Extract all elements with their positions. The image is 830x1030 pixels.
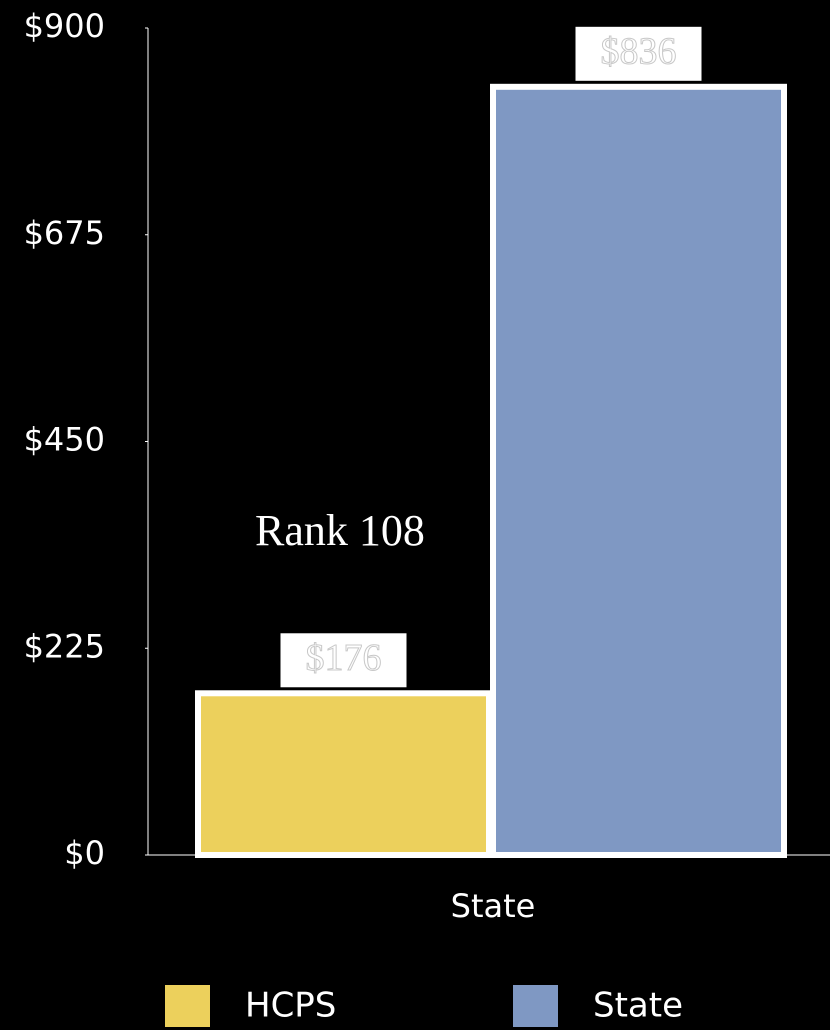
bar xyxy=(490,83,787,858)
legend-swatch xyxy=(165,985,210,1027)
value-label: $176 xyxy=(306,637,382,679)
y-tick-label: $450 xyxy=(24,421,105,459)
y-tick-label: $675 xyxy=(24,214,105,252)
bar xyxy=(195,690,492,859)
annotation: Rank 108 xyxy=(255,506,425,555)
value-label: $836 xyxy=(601,31,677,73)
value-label-box xyxy=(280,633,407,688)
legend-label: HCPS xyxy=(245,986,336,1026)
x-tick-label: State xyxy=(451,887,536,925)
y-tick-label: $0 xyxy=(64,834,105,872)
legend-label: State xyxy=(593,986,683,1026)
value-label-box xyxy=(575,26,702,81)
y-tick-label: $900 xyxy=(24,7,105,45)
y-tick-label: $225 xyxy=(24,627,105,665)
legend-swatch xyxy=(513,985,558,1027)
